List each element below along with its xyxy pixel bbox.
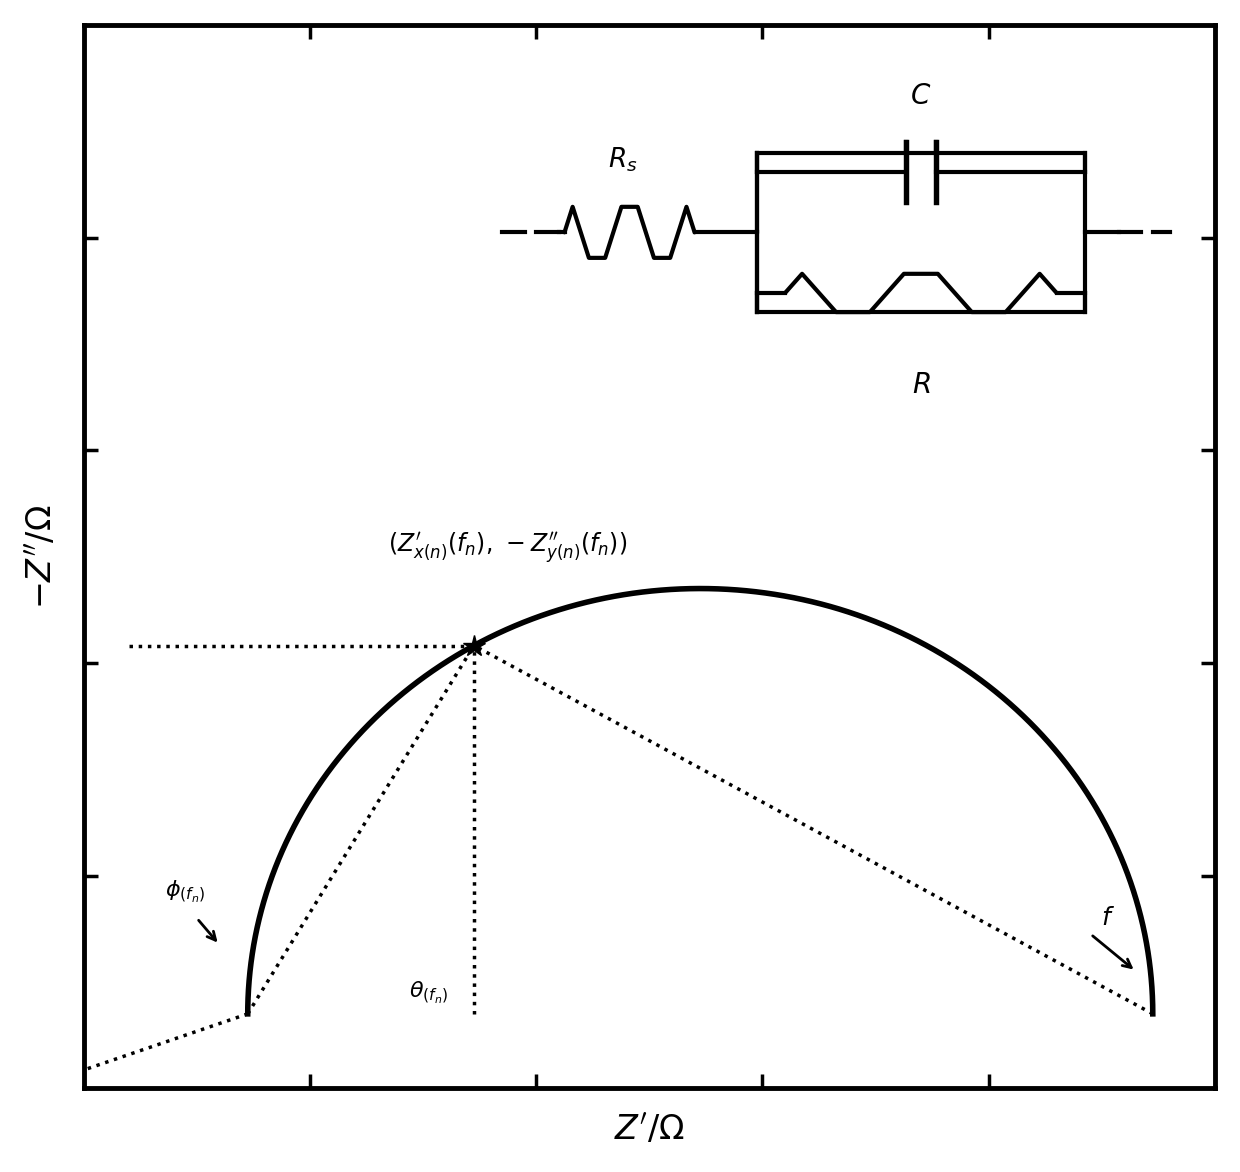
Text: $R$: $R$ — [911, 370, 930, 398]
Text: $\phi_{(f_n)}$: $\phi_{(f_n)}$ — [165, 879, 206, 905]
Text: $C$: $C$ — [910, 82, 931, 110]
Text: $\theta_{(f_n)}$: $\theta_{(f_n)}$ — [409, 980, 449, 1006]
Y-axis label: $-Z^{\prime\prime}/\Omega$: $-Z^{\prime\prime}/\Omega$ — [25, 504, 58, 609]
Text: $(Z^{\prime}_{x(n)}(f_n),\,-Z^{\prime\prime}_{y(n)}(f_n))$: $(Z^{\prime}_{x(n)}(f_n),\,-Z^{\prime\pr… — [388, 531, 627, 566]
Text: $f$: $f$ — [1101, 906, 1115, 931]
X-axis label: $Z^{\prime}/\Omega$: $Z^{\prime}/\Omega$ — [614, 1113, 684, 1147]
Bar — [756, 152, 1085, 312]
Text: $R_s$: $R_s$ — [609, 145, 637, 173]
